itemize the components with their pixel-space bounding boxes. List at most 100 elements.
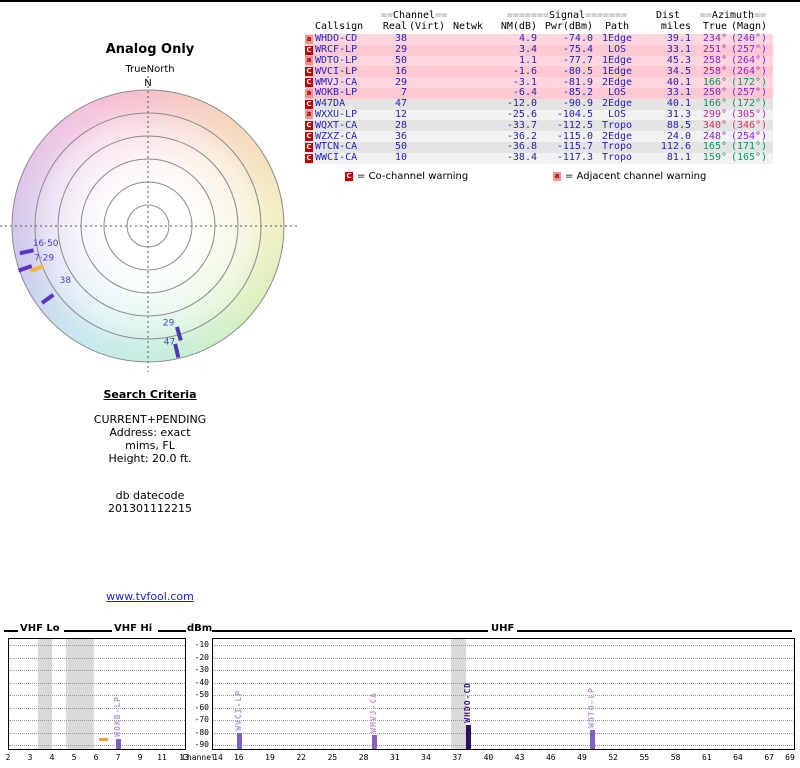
y-axis-label: -70 bbox=[194, 715, 209, 724]
power-cell: -112.5 bbox=[556, 119, 593, 131]
path-cell: 2Edge bbox=[601, 130, 633, 142]
distance-cell: 31.3 bbox=[666, 108, 691, 120]
band-label-vhf-lo: VHF Lo bbox=[20, 623, 60, 634]
range-ring bbox=[57, 135, 239, 317]
table-row: C WZXZ-CA 36 -36.2 -115.0 2Edge 24.0 248… bbox=[305, 131, 773, 142]
x-axis-label: 64 bbox=[733, 753, 743, 762]
true-azimuth-cell: 251° bbox=[702, 44, 727, 56]
table-group-header: ==Channel== =======Signal======= Dist ==… bbox=[305, 10, 773, 21]
x-axis-label: 13 bbox=[179, 753, 189, 762]
x-axis-label: 61 bbox=[701, 753, 712, 762]
signal-bar bbox=[372, 734, 377, 749]
station-marker-label: 38 bbox=[60, 276, 72, 286]
legend-adjacent-channel: a = Adjacent channel warning bbox=[553, 171, 706, 182]
y-axis-label: -80 bbox=[194, 727, 209, 737]
magnetic-azimuth-cell: (264°) bbox=[730, 54, 768, 66]
signal-bar bbox=[116, 739, 121, 749]
search-criteria: Search Criteria CURRENT+PENDING Address:… bbox=[0, 388, 300, 515]
signal-bar-label: WHDO-CD bbox=[462, 682, 472, 723]
reserved-band bbox=[66, 639, 94, 749]
gridline bbox=[213, 682, 794, 684]
col-header-path: Path bbox=[604, 21, 630, 32]
station-marker-label: 29 bbox=[163, 319, 175, 329]
callsign-cell: WOKB-LP bbox=[315, 87, 358, 99]
header-rule bbox=[212, 630, 488, 632]
magnetic-azimuth-cell: (305°) bbox=[730, 108, 768, 120]
station-marker bbox=[29, 264, 45, 274]
path-cell: 2Edge bbox=[601, 76, 633, 88]
path-cell: LOS bbox=[607, 44, 627, 56]
uhf-chart-area bbox=[212, 638, 795, 750]
gridline bbox=[9, 732, 185, 734]
col-header-pwr: Pwr(dBm) bbox=[544, 21, 593, 32]
noise-margin-cell: -36.8 bbox=[506, 141, 537, 153]
x-axis-label: 3 bbox=[27, 753, 33, 762]
top-rule bbox=[0, 0, 800, 2]
warning-tag: C bbox=[305, 142, 313, 152]
real-channel-cell: 50 bbox=[394, 141, 407, 153]
station-table-body: a WHDO-CD 38 4.9 -74.0 1Edge 39.1 234° (… bbox=[305, 34, 773, 164]
station-marker-label: 7·29 bbox=[34, 253, 54, 263]
callsign-cell: W47DA bbox=[315, 98, 346, 110]
x-axis-label: 46 bbox=[545, 753, 556, 762]
noise-margin-cell: -1.6 bbox=[512, 65, 537, 77]
gridline bbox=[9, 707, 185, 709]
path-cell: 1Edge bbox=[601, 65, 633, 77]
real-channel-cell: 10 bbox=[394, 152, 407, 164]
magnetic-azimuth-cell: (240°) bbox=[730, 33, 768, 45]
path-cell: Tropo bbox=[601, 152, 633, 164]
table-row: C WRCF-LP 29 3.4 -75.4 LOS 33.1 251° (25… bbox=[305, 45, 773, 56]
real-channel-cell: 16 bbox=[394, 65, 407, 77]
warning-legend: C = Co-channel warning a = Adjacent chan… bbox=[305, 171, 775, 185]
col-header-callsign: Callsign bbox=[315, 21, 364, 32]
band-label-vhf-hi: VHF Hi bbox=[114, 623, 153, 634]
x-axis-label: 16 bbox=[233, 753, 244, 762]
x-axis-label: 5 bbox=[71, 753, 77, 762]
noise-margin-cell: 1.1 bbox=[518, 54, 537, 66]
tvfool-link[interactable]: www.tvfool.com bbox=[106, 590, 194, 603]
power-cell: -117.3 bbox=[556, 152, 593, 164]
col-header-nm: NM(dB) bbox=[500, 21, 537, 32]
x-axis-label: 2 bbox=[5, 753, 11, 762]
noise-margin-cell: -3.1 bbox=[512, 76, 537, 88]
x-axis-label: 28 bbox=[358, 753, 369, 762]
x-axis-label: 58 bbox=[670, 753, 681, 762]
gridline bbox=[213, 645, 794, 646]
col-header-true: True bbox=[702, 21, 727, 32]
warning-tag: a bbox=[305, 56, 313, 66]
real-channel-cell: 38 bbox=[394, 33, 407, 45]
power-cell: -81.9 bbox=[562, 76, 593, 88]
x-axis-label: 6 bbox=[93, 753, 99, 762]
warning-tag: a bbox=[305, 34, 313, 44]
y-axis-label: -10 bbox=[194, 640, 209, 649]
gridline bbox=[213, 720, 794, 721]
true-azimuth-cell: 299° bbox=[702, 108, 727, 120]
co-channel-tag: C bbox=[345, 172, 353, 181]
x-axis-label: 4 bbox=[49, 753, 55, 762]
path-cell: LOS bbox=[607, 87, 627, 99]
gridline bbox=[9, 645, 185, 646]
gridline bbox=[213, 732, 794, 734]
noise-margin-cell: 3.4 bbox=[518, 44, 537, 56]
band-label-uhf: UHF bbox=[491, 623, 515, 634]
distance-cell: 24.0 bbox=[666, 130, 691, 142]
gridline bbox=[9, 657, 185, 659]
table-column-header: Callsign Real (Virt) Netwk NM(dB) Pwr(dB… bbox=[305, 21, 773, 32]
noise-margin-cell: -12.0 bbox=[506, 98, 537, 110]
callsign-cell: WWCI-CA bbox=[315, 152, 358, 164]
distance-cell: 33.1 bbox=[666, 87, 691, 99]
gridline bbox=[213, 745, 794, 746]
station-marker-label: 47 bbox=[164, 338, 175, 348]
x-axis-label: 7 bbox=[115, 753, 121, 762]
reserved-band bbox=[38, 639, 52, 749]
callsign-cell: WQXT-CA bbox=[315, 119, 358, 131]
x-axis-label: 67 bbox=[764, 753, 775, 762]
signal-bar bbox=[465, 725, 471, 749]
x-axis-label: 31 bbox=[389, 753, 400, 762]
header-rule bbox=[4, 630, 18, 632]
distance-cell: 45.3 bbox=[666, 54, 691, 66]
true-azimuth-cell: 258° bbox=[702, 65, 727, 77]
distance-cell: 39.1 bbox=[666, 33, 691, 45]
signal-group-header: =======Signal======= bbox=[506, 10, 628, 21]
